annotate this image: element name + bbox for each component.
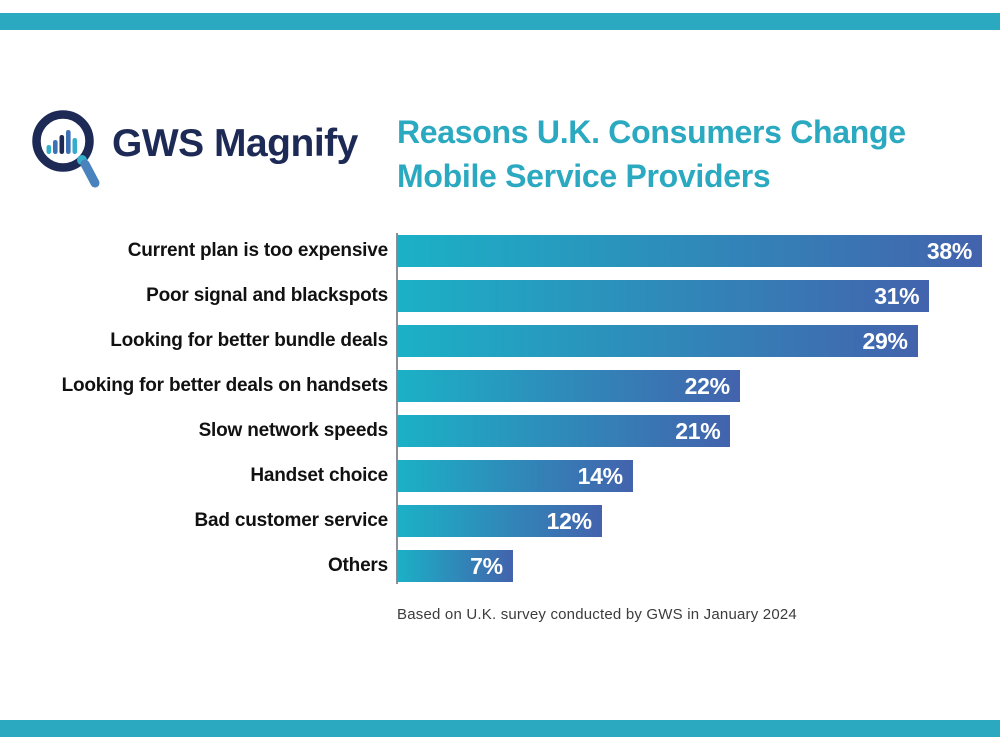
- bar-value-label: 14%: [577, 462, 623, 489]
- bar-track: 14%: [397, 460, 982, 492]
- bar-rows: Current plan is too expensive 38% Poor s…: [0, 235, 1000, 582]
- bar-value-label: 7%: [470, 552, 503, 579]
- chart-title: Reasons U.K. Consumers Change Mobile Ser…: [397, 110, 906, 198]
- bar-track: 21%: [397, 415, 982, 447]
- bar-category-label: Bad customer service: [194, 510, 389, 531]
- bar-fill: 21%: [397, 415, 731, 447]
- bar-value-label: 22%: [684, 372, 730, 399]
- bar-fill: 22%: [397, 370, 740, 402]
- bar-track: 38%: [397, 235, 982, 267]
- bar-category-label: Slow network speeds: [198, 420, 389, 441]
- bar-fill: 29%: [397, 325, 918, 357]
- magnifier-bar-chart-icon: [32, 110, 100, 188]
- bar-row: Looking for better deals on handsets 22%: [0, 370, 1000, 402]
- bar-value-label: 21%: [675, 417, 721, 444]
- bar-track: 29%: [397, 325, 982, 357]
- chart-title-line1: Reasons U.K. Consumers Change: [397, 114, 906, 150]
- bar-category-label: Handset choice: [250, 465, 388, 486]
- bar-fill: 12%: [397, 505, 602, 537]
- bar-category-label: Looking for better bundle deals: [110, 330, 388, 351]
- bar-fill: 14%: [397, 460, 633, 492]
- bar-category-label: Current plan is too expensive: [127, 240, 388, 261]
- bar-row: Bad customer service 12%: [0, 505, 1000, 537]
- chart-baseline-axis: [396, 233, 398, 584]
- bar-chart: Current plan is too expensive 38% Poor s…: [0, 235, 1000, 595]
- bar-value-label: 12%: [546, 507, 592, 534]
- bar-fill: 31%: [397, 280, 930, 312]
- bar-row: Poor signal and blackspots 31%: [0, 280, 1000, 312]
- bottom-accent-bar: [0, 720, 1000, 737]
- top-accent-bar: [0, 13, 1000, 30]
- brand-wordmark: GWS Magnify: [112, 122, 358, 165]
- brand-logo: GWS Magnify: [32, 106, 358, 196]
- bar-row: Looking for better bundle deals 29%: [0, 325, 1000, 357]
- bar-value-label: 31%: [874, 282, 920, 309]
- bar-value-label: 38%: [926, 237, 972, 264]
- bar-track: 7%: [397, 550, 982, 582]
- source-note: Based on U.K. survey conducted by GWS in…: [397, 606, 797, 623]
- bar-category-label: Poor signal and blackspots: [146, 285, 388, 306]
- chart-title-line2: Mobile Service Providers: [397, 158, 771, 194]
- bar-fill: 7%: [397, 550, 513, 582]
- bar-track: 12%: [397, 505, 982, 537]
- bar-row: Handset choice 14%: [0, 460, 1000, 492]
- bar-track: 31%: [397, 280, 982, 312]
- bar-fill: 38%: [397, 235, 982, 267]
- bar-row: Current plan is too expensive 38%: [0, 235, 1000, 267]
- bar-category-label: Looking for better deals on handsets: [61, 375, 389, 396]
- bar-category-label: Others: [327, 555, 388, 576]
- bar-value-label: 29%: [862, 327, 908, 354]
- bar-row: Slow network speeds 21%: [0, 415, 1000, 447]
- bar-row: Others 7%: [0, 550, 1000, 582]
- bar-track: 22%: [397, 370, 982, 402]
